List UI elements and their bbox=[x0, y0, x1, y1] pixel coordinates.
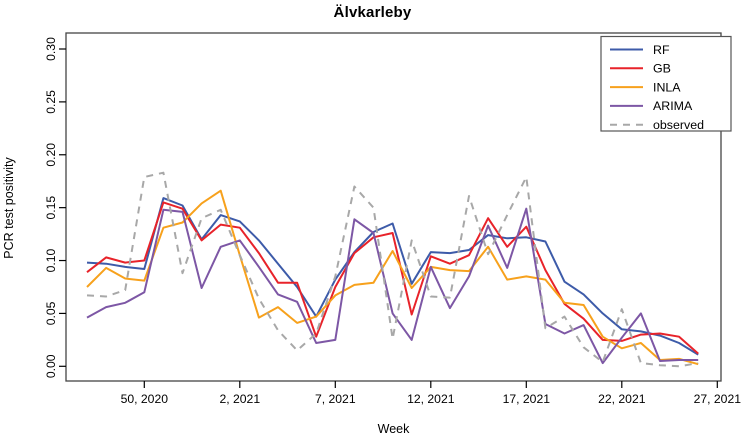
y-tick-label: 0.15 bbox=[44, 196, 58, 220]
legend-label-observed: observed bbox=[653, 118, 704, 132]
legend-label-GB: GB bbox=[653, 62, 671, 76]
x-tick-label: 2, 2021 bbox=[219, 392, 260, 406]
plot-border bbox=[65, 32, 722, 382]
x-tick-label: 50, 2020 bbox=[121, 392, 169, 406]
y-tick-label: 0.20 bbox=[44, 143, 58, 167]
x-tick-label: 27, 2021 bbox=[694, 392, 742, 406]
series-line-gb bbox=[86, 201, 699, 355]
y-tick-label: 0.00 bbox=[44, 354, 58, 378]
x-tick-label: 12, 2021 bbox=[407, 392, 455, 406]
y-tick-label: 0.10 bbox=[44, 248, 58, 272]
y-tick-label: 0.05 bbox=[44, 301, 58, 325]
chart-title: Älvkarleby bbox=[333, 4, 412, 21]
legend-box bbox=[600, 35, 732, 132]
legend-label-ARIMA: ARIMA bbox=[653, 99, 693, 113]
legend-label-INLA: INLA bbox=[653, 80, 681, 94]
legend-label-RF: RF bbox=[653, 43, 670, 57]
y-tick-label: 0.30 bbox=[44, 37, 58, 61]
series-line-arima bbox=[86, 207, 699, 365]
series-line-rf bbox=[86, 197, 699, 356]
y-tick-label: 0.25 bbox=[44, 90, 58, 114]
x-tick-label: 17, 2021 bbox=[503, 392, 551, 406]
x-tick-label: 7, 2021 bbox=[315, 392, 356, 406]
series-line-observed bbox=[86, 171, 699, 368]
series-line-inla bbox=[86, 189, 699, 366]
y-axis-title: PCR test positivity bbox=[2, 157, 16, 259]
x-tick-label: 22, 2021 bbox=[598, 392, 646, 406]
x-axis-title: Week bbox=[377, 422, 410, 436]
